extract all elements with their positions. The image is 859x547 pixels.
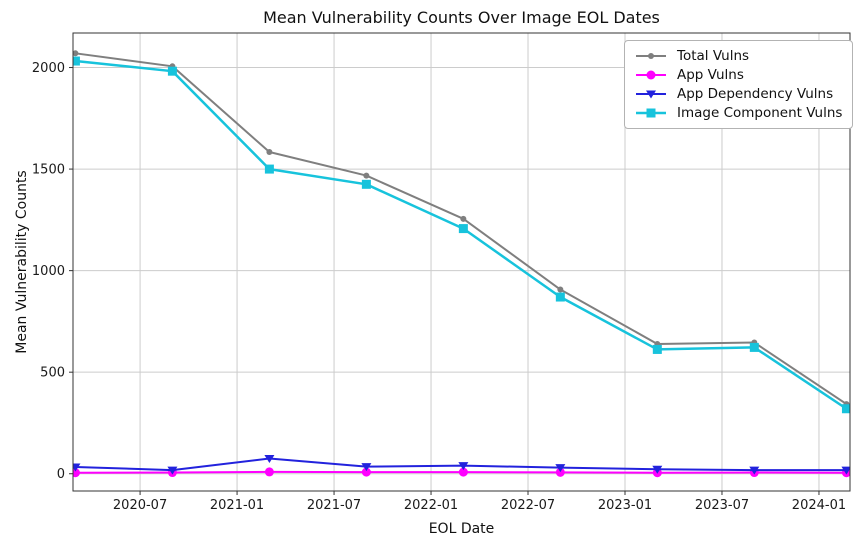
legend-item-app-vulns: App Vulns [634,67,842,83]
y-axis-label: Mean Vulnerability Counts [14,170,30,354]
y-tick-label: 1000 [32,264,65,279]
x-tick-label: 2020-07 [113,498,167,513]
chart-title: Mean Vulnerability Counts Over Image EOL… [263,8,660,27]
series-app-dependency-vulns [73,455,850,475]
data-point [652,344,662,354]
data-point [460,215,467,222]
legend-label: Total Vulns [677,48,750,64]
data-point [361,467,371,477]
data-point [361,463,372,472]
data-point [652,465,663,474]
y-tick-label: 1500 [32,163,65,178]
data-point [167,66,177,76]
y-tick-label: 2000 [32,61,65,76]
x-tick-label: 2021-07 [307,498,361,513]
y-tick-label: 0 [57,467,65,482]
legend-item-app-dependency-vulns: App Dependency Vulns [634,86,842,102]
data-point [841,404,850,414]
legend-swatch-icon [636,90,666,99]
data-point [557,286,564,293]
legend-item-total-vulns: Total Vulns [634,48,842,64]
data-point [264,164,274,174]
data-point [73,50,79,57]
data-point [73,56,80,66]
x-tick-label: 2022-01 [404,498,458,513]
plot-border [72,32,851,492]
x-tick-label: 2023-01 [598,498,652,513]
legend-item-image-component-vulns: Image Component Vulns [634,105,842,121]
data-point [167,466,178,475]
x-tick-label: 2024-01 [792,498,846,513]
y-tick-label: 500 [40,366,65,381]
legend-label: App Vulns [677,67,744,83]
data-point [73,463,81,472]
data-point [458,224,468,234]
x-axis-label: EOL Date [428,521,495,537]
x-tick-label: 2021-01 [210,498,264,513]
legend: Total Vulns App Vulns App Dependency Vulns… [624,40,854,129]
data-point [555,464,566,473]
data-point [458,462,469,471]
data-point [458,467,468,477]
data-point [73,468,80,478]
legend-swatch-icon [636,53,666,59]
series-image-component-vulns [73,56,850,414]
series-app-vulns [73,467,850,478]
legend-label: Image Component Vulns [677,105,843,121]
axis-ticks: 2020-07 2021-01 2021-07 2022-01 2022-07 2023-… [32,61,846,513]
x-tick-label: 2023-07 [695,498,749,513]
data-point [363,172,370,179]
data-point [555,292,565,302]
data-point [749,342,759,352]
data-point [749,466,760,475]
data-point [264,455,275,464]
legend-swatch-icon [636,108,666,118]
x-tick-label: 2022-07 [501,498,555,513]
data-point [264,467,274,477]
legend-label: App Dependency Vulns [677,86,834,102]
legend-swatch-icon [636,70,666,80]
data-point [841,466,850,475]
data-point [361,179,371,189]
data-point [555,467,565,477]
data-point [266,149,273,156]
